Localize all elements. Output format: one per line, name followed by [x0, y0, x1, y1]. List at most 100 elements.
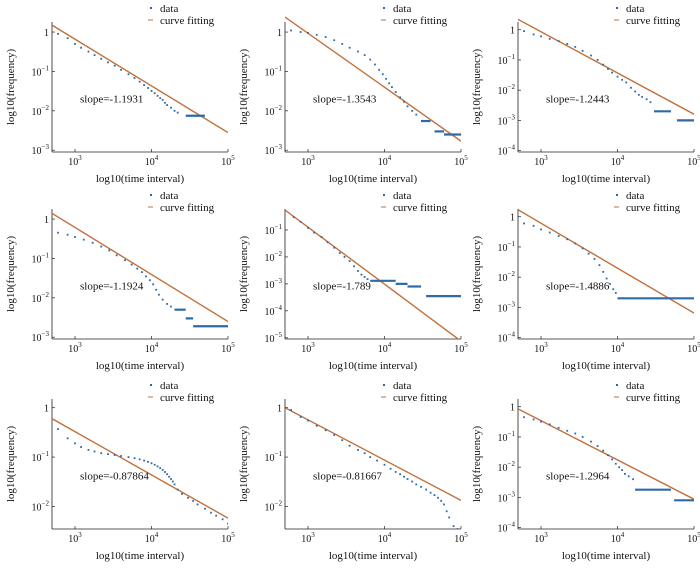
- x-axis-label: log10(time interval): [96, 173, 185, 185]
- data-point: [290, 409, 292, 411]
- data-point: [166, 473, 169, 476]
- data-point: [145, 275, 148, 278]
- legend-fit-label: curve fitting: [393, 202, 448, 214]
- data-point: [391, 86, 393, 89]
- data-point: [299, 416, 302, 418]
- data-point: [625, 81, 628, 84]
- data-point: [566, 238, 569, 241]
- data-point: [171, 480, 174, 483]
- fit-line: [285, 16, 461, 142]
- y-tick-label: 10−2: [32, 499, 50, 513]
- x-tick-label: 103: [68, 531, 82, 545]
- data-point: [445, 510, 448, 513]
- data-point: [406, 478, 409, 480]
- data-point: [143, 84, 146, 86]
- data-point: [176, 111, 179, 114]
- data-point: [611, 458, 614, 461]
- data-point: [616, 75, 619, 78]
- data-point: [598, 264, 601, 267]
- y-tick-label: 10−2: [32, 104, 50, 118]
- y-tick-label: 10−2: [498, 460, 516, 474]
- data-point: [343, 256, 346, 258]
- data-point: [548, 37, 551, 40]
- legend-data-label: data: [160, 190, 178, 202]
- data-point: [557, 235, 560, 237]
- x-tick-label: 103: [534, 531, 548, 545]
- y-tick-label: 1: [44, 28, 49, 39]
- data-point: [411, 109, 414, 112]
- data-point: [74, 442, 76, 445]
- data-point: [320, 236, 323, 238]
- data-point: [161, 298, 164, 301]
- data-point: [66, 37, 69, 40]
- data-point: [415, 113, 418, 116]
- data-point: [532, 33, 535, 36]
- data-point: [136, 267, 139, 270]
- data-point: [369, 58, 372, 61]
- data-point: [120, 68, 122, 71]
- slope-annotation: slope=-0.87864: [80, 471, 149, 483]
- data-point: [376, 459, 379, 462]
- data-point: [366, 278, 369, 281]
- data-point: [437, 496, 439, 499]
- data-point: [127, 456, 130, 458]
- data-point: [150, 90, 153, 92]
- data-point: [153, 92, 156, 95]
- chart-panel-5: 103 104 105 10−1 10−2 10−3 10−4 10−5 log10(time …: [233, 187, 468, 376]
- data-point: [420, 485, 422, 488]
- y-axis-label: log10(frequency): [5, 425, 17, 502]
- data-point: [425, 488, 428, 491]
- x-tick-label: 104: [611, 531, 625, 545]
- legend-data-label: data: [393, 380, 411, 392]
- y-tick-label: 1: [44, 404, 49, 415]
- slope-annotation: slope=-1.1931: [80, 94, 143, 106]
- data-point: [369, 456, 372, 458]
- data-point: [394, 471, 397, 473]
- x-tick-label: 103: [68, 154, 82, 168]
- data-point: [138, 458, 141, 461]
- legend-fit-label: curve fitting: [160, 392, 215, 404]
- legend-data-marker: [616, 384, 618, 386]
- legend-fit-label: curve fitting: [626, 392, 681, 404]
- data-point: [389, 467, 392, 470]
- data-point: [378, 68, 381, 71]
- data-point: [338, 252, 341, 254]
- fit-line: [52, 418, 228, 519]
- slope-annotation: slope=-1.4886: [546, 281, 610, 293]
- data-point: [548, 231, 551, 234]
- data-point: [153, 463, 156, 466]
- data-point: [429, 491, 432, 494]
- data-point: [614, 292, 617, 294]
- legend-fit-label: curve fitting: [393, 15, 448, 27]
- data-point: [523, 30, 525, 32]
- data-point: [170, 478, 172, 480]
- data-point: [406, 105, 409, 108]
- y-tick-label: 10−3: [265, 277, 283, 291]
- data-point: [107, 453, 109, 455]
- data-point: [176, 488, 179, 491]
- x-tick-label: 104: [145, 531, 159, 545]
- y-tick-label: 10−1: [498, 430, 516, 444]
- y-tick-label: 1: [44, 215, 49, 226]
- data-point: [196, 503, 199, 506]
- slope-annotation: slope=-0.81667: [313, 471, 382, 483]
- data-point: [587, 252, 590, 255]
- data-point: [452, 525, 455, 528]
- x-tick-label: 105: [687, 341, 700, 355]
- data-point: [348, 444, 351, 447]
- y-tick-label: 10−2: [265, 104, 283, 118]
- data-point: [66, 233, 69, 236]
- chart-panel-3: 103 104 105 1 10−1 10−2 10−3 10−4 log10(time int…: [466, 0, 700, 189]
- x-axis-label: log10(time interval): [562, 173, 651, 185]
- data-point: [170, 305, 172, 308]
- data-point: [607, 68, 609, 70]
- data-point: [440, 499, 443, 502]
- legend-fit-label: curve fitting: [626, 202, 681, 214]
- x-tick-label: 103: [534, 154, 548, 168]
- data-point: [57, 32, 59, 35]
- x-tick-label: 103: [301, 154, 315, 168]
- data-point: [158, 293, 160, 296]
